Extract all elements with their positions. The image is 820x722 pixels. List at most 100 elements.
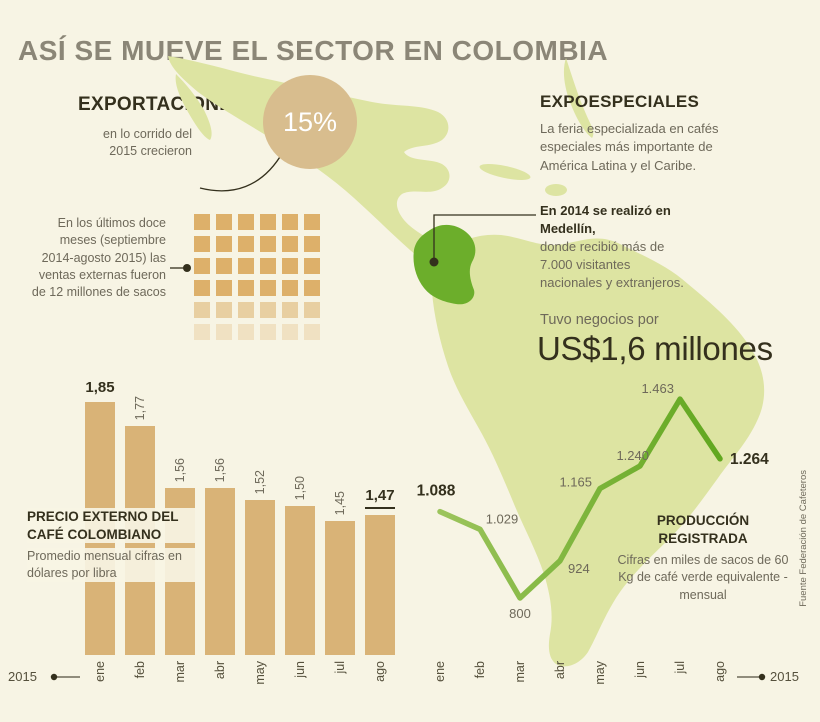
- expo-leader-line: [433, 214, 536, 258]
- line-value-label: 924: [568, 561, 590, 576]
- line-month-label: feb: [473, 661, 487, 679]
- bar: [325, 521, 355, 655]
- line-value-label: 800: [509, 606, 531, 621]
- bar-cell: 1,50 jun: [280, 372, 320, 678]
- bar-value-label: 1,47: [365, 487, 395, 509]
- line-chart-subtitle: Cifras en miles de sacos de 60 Kg de caf…: [617, 553, 789, 602]
- grid-square: [260, 236, 276, 252]
- grid-square: [304, 258, 320, 274]
- negocios-label: Tuvo negocios por: [540, 312, 659, 328]
- line-value-label: 1.029: [486, 511, 519, 526]
- grid-square: [216, 324, 232, 340]
- grid-square: [238, 258, 254, 274]
- expoespeciales-heading: EXPOESPECIALES: [540, 92, 700, 111]
- bar: [285, 506, 315, 655]
- hispaniola-shape: [545, 184, 567, 196]
- bar-value-label: 1,77: [133, 395, 147, 420]
- bar: [205, 488, 235, 655]
- bar-chart-title: PRECIO EXTERNO DEL CAFÉ COLOMBIANO: [27, 508, 195, 544]
- grid-square: [260, 214, 276, 230]
- bar-value-label: 1,50: [293, 475, 307, 500]
- grid-square: [282, 280, 298, 296]
- line-month-label: jun: [633, 661, 647, 678]
- bar: [245, 500, 275, 655]
- bar-value-label: 1,56: [213, 457, 227, 482]
- grid-square: [194, 236, 210, 252]
- bar-cell: 1,47 ago: [360, 372, 400, 682]
- grid-square: [194, 258, 210, 274]
- line-month-label: ago: [713, 661, 727, 682]
- negocios-value: US$1,6 millones: [537, 330, 773, 367]
- grid-square: [304, 236, 320, 252]
- line-chart-month-axis: ene feb mar abr may jun jul ago: [413, 661, 808, 701]
- growth-percentage-value: 15%: [282, 106, 338, 137]
- bar-chart-subtitle: Promedio mensual cifras en dólares por l…: [27, 548, 195, 582]
- grid-square: [304, 280, 320, 296]
- axis-left-dot: [50, 673, 58, 681]
- bar-month-label: jun: [293, 661, 307, 678]
- line-month-label: abr: [553, 661, 567, 680]
- bar-value-label: 1,45: [333, 490, 347, 515]
- grid-square: [194, 324, 210, 340]
- grid-square: [238, 280, 254, 296]
- grid-square: [304, 214, 320, 230]
- grid-square: [216, 302, 232, 318]
- line-value-label: 1.165: [559, 475, 592, 490]
- grid-square: [304, 324, 320, 340]
- cuba-shape: [479, 164, 531, 180]
- line-month-label: may: [593, 661, 607, 685]
- bar-month-label: mar: [173, 661, 187, 683]
- grid-square: [260, 324, 276, 340]
- year-label-left: 2015: [8, 669, 37, 684]
- bar-value-label: 1,56: [173, 457, 187, 482]
- grid-square: [238, 302, 254, 318]
- bar-month-label: feb: [133, 661, 147, 679]
- bar-month-label: jul: [333, 661, 347, 674]
- grid-square: [260, 258, 276, 274]
- exportaciones-heading: EXPORTACIONES: [78, 94, 246, 115]
- expoespeciales-detail-rest: donde recibió más de 7.000 visitantes na…: [540, 238, 684, 290]
- medellin-dot: [429, 257, 439, 267]
- grid-square: [238, 324, 254, 340]
- grid-square: [216, 258, 232, 274]
- grid-square: [282, 214, 298, 230]
- line-chart-title: PRODUCCIÓN REGISTRADA: [656, 513, 750, 546]
- bar-value-label: 1,52: [253, 469, 267, 494]
- grid-square: [238, 236, 254, 252]
- grid-square: [194, 280, 210, 296]
- grid-square: [238, 214, 254, 230]
- bar-cell: 1,52 may: [240, 372, 280, 685]
- line-value-label: 1.088: [417, 483, 456, 500]
- expoespeciales-description: La feria especializada en cafés especial…: [540, 121, 719, 173]
- grid-square: [216, 236, 232, 252]
- grid-square: [194, 214, 210, 230]
- source-note: Fuente Federación de Cafeteros: [798, 470, 809, 607]
- line-month-label: jul: [673, 661, 687, 674]
- grid-square: [282, 324, 298, 340]
- year-label-right: 2015: [770, 669, 799, 684]
- sacos-dot: [183, 264, 191, 272]
- colombia-shape: [413, 224, 476, 305]
- grid-square: [282, 258, 298, 274]
- grid-square: [260, 302, 276, 318]
- bar-month-label: abr: [213, 661, 227, 680]
- expoespeciales-detail: En 2014 se realizó en Medellín, donde re…: [540, 202, 692, 292]
- bar-cell: 1,45 jul: [320, 372, 360, 674]
- line-value-label: 1.240: [616, 448, 649, 463]
- page-title: ASÍ SE MUEVE EL SECTOR EN COLOMBIA: [18, 34, 609, 66]
- bar-month-label: ene: [93, 661, 107, 682]
- exportaciones-note: en lo corrido del 2015 crecieron: [103, 127, 192, 158]
- grid-square: [282, 302, 298, 318]
- bar: [365, 515, 395, 655]
- sacos-description: En los últimos doce meses (septiembre 20…: [31, 216, 166, 299]
- bar-month-label: may: [253, 661, 267, 685]
- growth-percentage-badge: 15%: [263, 75, 357, 169]
- expoespeciales-detail-lead: En 2014 se realizó en Medellín,: [540, 203, 671, 236]
- line-value-label: 1.463: [641, 381, 674, 396]
- grid-square: [194, 302, 210, 318]
- sacos-icon-grid: [194, 214, 320, 340]
- bar-value-label: 1,85: [85, 379, 115, 396]
- line-month-label: ene: [433, 661, 447, 682]
- line-value-label: 1.264: [730, 451, 769, 468]
